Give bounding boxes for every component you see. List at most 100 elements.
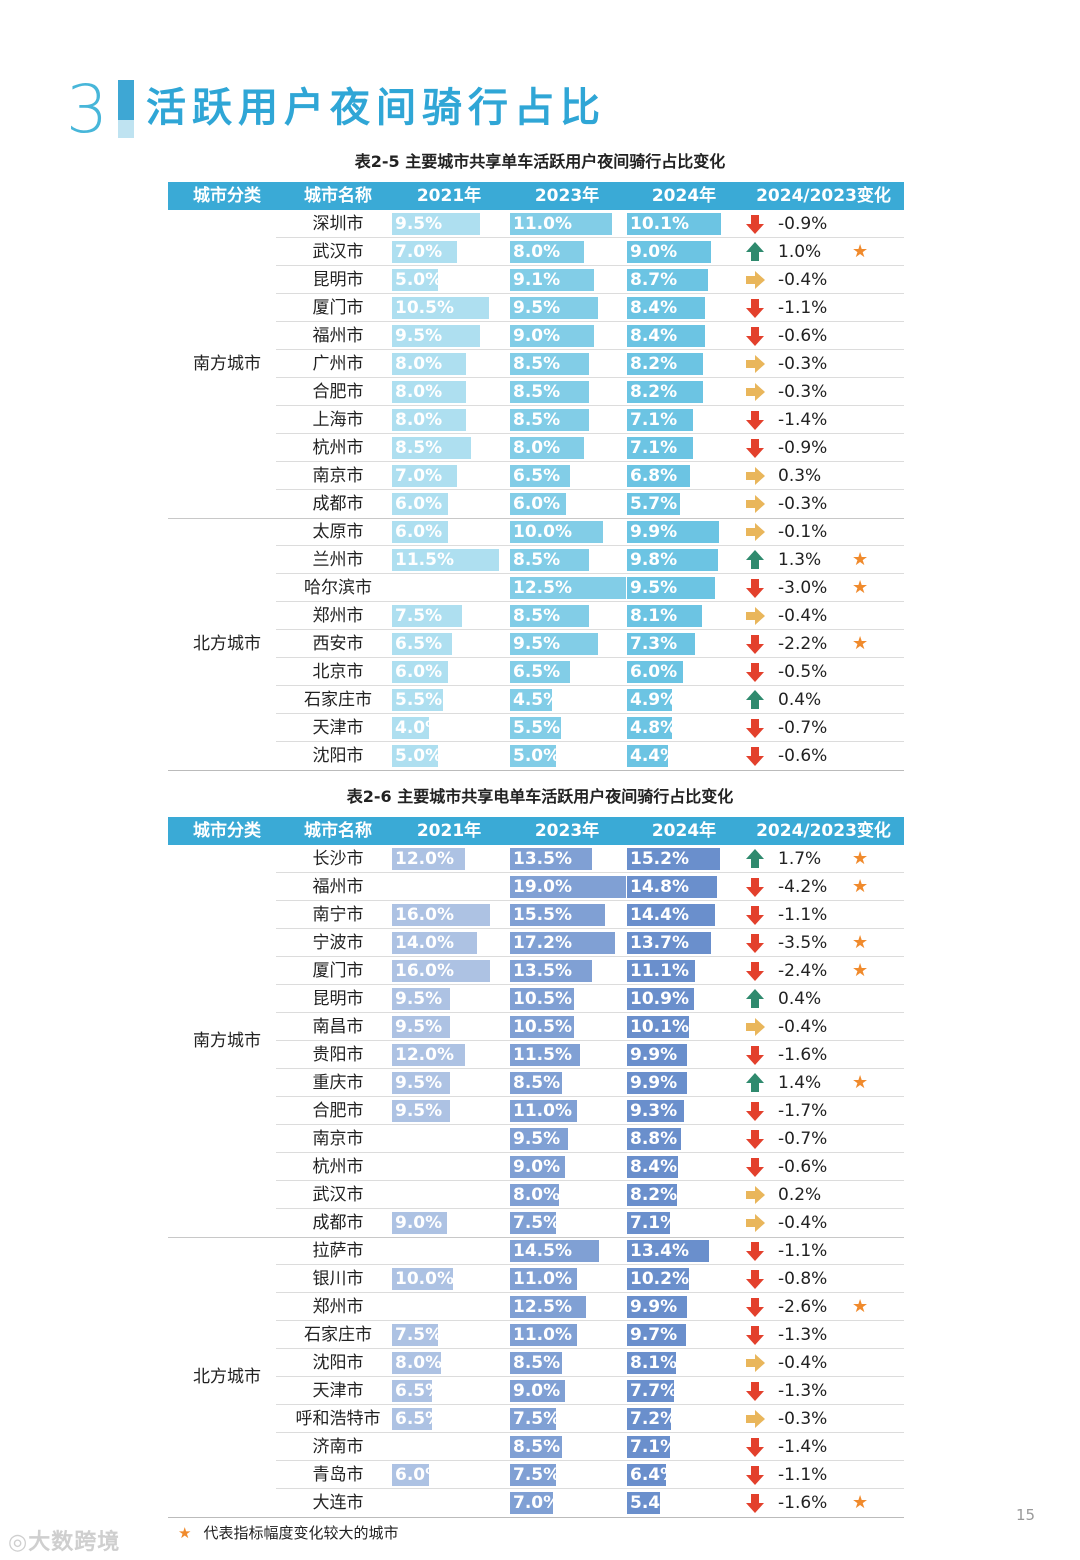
value-bar-2023	[510, 1212, 556, 1234]
table-row: 宁波市 14.0% 17.2% 13.7% -3.5% ★	[168, 929, 904, 957]
city-name: 武汉市	[312, 1185, 364, 1205]
star-icon: ★	[852, 549, 869, 570]
value-bar-2024	[627, 932, 711, 954]
city-name: 青岛市	[312, 1465, 364, 1485]
value-bar-2023	[510, 661, 570, 683]
value-label-2024: 7.3%	[630, 634, 678, 654]
value-bar-2023	[510, 493, 566, 515]
change-value: -1.3%	[778, 1325, 828, 1345]
arrow-down-icon	[744, 633, 766, 655]
value-label-2023: 9.5%	[513, 634, 561, 654]
value-label-2023: 7.0%	[513, 1493, 561, 1513]
row-divider	[276, 377, 904, 378]
value-label-2023: 7.5%	[513, 1465, 561, 1485]
arrow-flat-icon	[744, 1184, 766, 1206]
table-row: 沈阳市 8.0% 8.5% 8.1% -0.4%	[168, 1349, 904, 1377]
table2-header: 城市分类 城市名称 2021年 2023年 2024年 2024/2023变化	[168, 817, 904, 845]
table-row: 石家庄市 5.5% 4.5% 4.9% 0.4%	[168, 686, 904, 714]
value-label-2024: 6.8%	[630, 466, 678, 486]
column-header: 城市名称	[304, 821, 372, 841]
row-divider	[276, 489, 904, 490]
value-bar-2023	[510, 353, 589, 375]
row-divider	[276, 1012, 904, 1013]
row-divider	[276, 741, 904, 742]
value-bar-2023	[510, 1072, 562, 1094]
value-bar-2021	[392, 717, 429, 739]
change-value: -2.2%	[778, 634, 828, 654]
value-label-2023: 8.5%	[513, 354, 561, 374]
value-label-2021: 5.0%	[395, 746, 443, 766]
arrow-down-icon	[744, 717, 766, 739]
row-divider	[276, 657, 904, 658]
arrow-flat-icon	[744, 1016, 766, 1038]
value-label-2024: 5.4%	[630, 1493, 678, 1513]
table1-header: 城市分类 城市名称 2021年 2023年 2024年 2024/2023变化	[168, 182, 904, 210]
value-bar-2021	[392, 1380, 432, 1402]
value-bar-2024	[627, 521, 719, 543]
group-label: 南方城市	[193, 1031, 261, 1051]
change-value: -0.3%	[778, 354, 828, 374]
table-row: 呼和浩特市 6.5% 7.5% 7.2% -0.3%	[168, 1405, 904, 1433]
value-bar-2023	[510, 689, 552, 711]
value-bar-2024	[627, 1072, 687, 1094]
arrow-down-icon	[744, 577, 766, 599]
value-label-2024: 11.1%	[630, 961, 689, 981]
table-row: 厦门市 10.5% 9.5% 8.4% -1.1%	[168, 294, 904, 322]
change-value: -0.4%	[778, 1017, 828, 1037]
change-value: -0.6%	[778, 746, 828, 766]
value-label-2023: 8.5%	[513, 1073, 561, 1093]
table-row: 南昌市 9.5% 10.5% 10.1% -0.4%	[168, 1013, 904, 1041]
value-bar-2023	[510, 745, 556, 767]
value-label-2024: 7.1%	[630, 438, 678, 458]
city-name: 福州市	[312, 326, 364, 346]
arrow-down-icon	[744, 932, 766, 954]
city-name: 兰州市	[312, 550, 364, 570]
legend: ★ 代表指标幅度变化较大的城市	[178, 1522, 398, 1543]
value-label-2023: 11.0%	[513, 1101, 572, 1121]
value-bar-2023	[510, 1492, 553, 1514]
value-label-2023: 6.0%	[513, 494, 561, 514]
city-name: 长沙市	[312, 849, 364, 869]
table-row: 福州市 19.0% 14.8% -4.2% ★	[168, 873, 904, 901]
value-bar-2021	[392, 1212, 447, 1234]
value-label-2021: 8.0%	[395, 382, 443, 402]
value-label-2024: 8.1%	[630, 606, 678, 626]
value-bar-2021	[392, 493, 448, 515]
table-row: 深圳市 9.5% 11.0% 10.1% -0.9%	[168, 210, 904, 238]
table-row: 济南市 8.5% 7.1% -1.4%	[168, 1433, 904, 1461]
row-divider	[276, 984, 904, 985]
change-value: -0.6%	[778, 326, 828, 346]
value-bar-2024	[627, 960, 695, 982]
row-divider	[276, 237, 904, 238]
value-label-2024: 6.4%	[630, 1465, 678, 1485]
row-divider	[276, 872, 904, 873]
value-bar-2024	[627, 1324, 686, 1346]
value-bar-2024	[627, 1240, 709, 1262]
value-label-2021: 11.5%	[395, 550, 454, 570]
city-name: 西安市	[312, 634, 364, 654]
city-name: 呼和浩特市	[295, 1409, 381, 1429]
value-label-2023: 13.5%	[513, 961, 572, 981]
city-name: 贵阳市	[312, 1045, 364, 1065]
change-value: -0.4%	[778, 1353, 828, 1373]
value-label-2024: 13.4%	[630, 1241, 689, 1261]
change-value: 0.4%	[778, 989, 822, 1009]
value-bar-2023	[510, 1436, 562, 1458]
city-name: 郑州市	[312, 1297, 364, 1317]
city-name: 石家庄市	[304, 1325, 372, 1345]
value-bar-2023	[510, 1464, 556, 1486]
value-bar-2024	[627, 1380, 674, 1402]
value-bar-2021	[392, 904, 490, 926]
value-label-2021: 8.0%	[395, 354, 443, 374]
value-label-2024: 10.1%	[630, 1017, 689, 1037]
value-bar-2024	[627, 1100, 684, 1122]
table-row: 沈阳市 5.0% 5.0% 4.4% -0.6%	[168, 742, 904, 770]
value-label-2023: 15.5%	[513, 905, 572, 925]
arrow-down-icon	[744, 1156, 766, 1178]
table-row: 西安市 6.5% 9.5% 7.3% -2.2% ★	[168, 630, 904, 658]
value-label-2021: 9.5%	[395, 214, 443, 234]
city-name: 杭州市	[312, 438, 364, 458]
value-label-2024: 9.3%	[630, 1101, 678, 1121]
row-divider	[276, 601, 904, 602]
change-value: 0.2%	[778, 1185, 822, 1205]
